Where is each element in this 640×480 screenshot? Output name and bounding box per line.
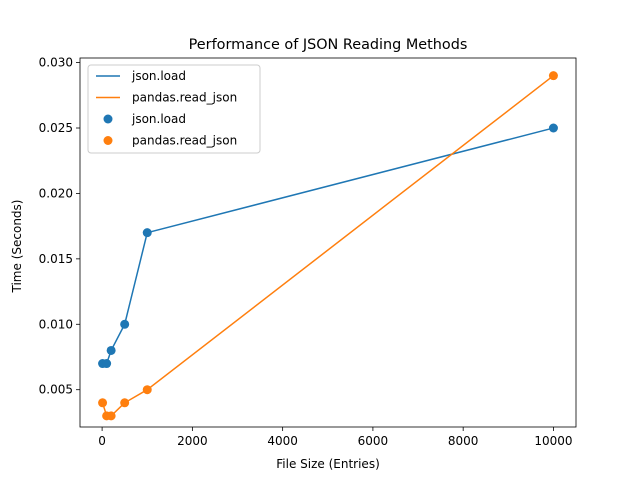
x-tick-label: 10000 (534, 434, 572, 448)
legend-marker-swatch (103, 114, 113, 124)
x-tick-label: 0 (98, 434, 106, 448)
chart-title: Performance of JSON Reading Methods (189, 37, 468, 53)
data-point-0-3 (120, 319, 130, 329)
series-line-0 (101, 127, 555, 365)
data-point-0-1 (102, 359, 112, 369)
x-tick-label: 4000 (267, 434, 298, 448)
y-tick-label: 0.025 (39, 121, 73, 135)
x-tick-label: 6000 (358, 434, 389, 448)
x-tick-label: 2000 (177, 434, 208, 448)
y-tick-label: 0.010 (39, 317, 73, 331)
y-tick-label: 0.005 (39, 383, 73, 397)
legend-label: pandas.read_json (132, 134, 237, 148)
data-point-0-2 (106, 345, 116, 355)
legend-label: json.load (131, 112, 186, 126)
data-point-1-3 (120, 398, 130, 408)
data-point-1-4 (142, 385, 152, 395)
x-tick-label: 8000 (448, 434, 479, 448)
plot-area: 0 2000 4000 6000 8000 10000 0.005 0.010 0.015 0.0… (39, 56, 577, 448)
y-axis-label: Time (Seconds) (10, 200, 24, 294)
y-tick-label: 0.030 (39, 56, 73, 70)
data-point-0-5 (548, 123, 558, 133)
data-point-1-5 (548, 71, 558, 81)
x-axis-label: File Size (Entries) (276, 457, 380, 471)
legend-label: pandas.read_json (132, 91, 237, 105)
data-point-0-4 (142, 228, 152, 238)
y-tick-label: 0.015 (39, 252, 73, 266)
data-point-1-2 (106, 411, 116, 421)
legend: json.load pandas.read_json json.load pandas… (87, 64, 261, 154)
legend-label: json.load (131, 69, 186, 83)
axes-frame (79, 57, 577, 428)
legend-marker-swatch (103, 136, 113, 145)
data-point-1-0 (98, 398, 108, 408)
legend-box (87, 64, 261, 154)
y-tick-label: 0.020 (39, 186, 73, 200)
